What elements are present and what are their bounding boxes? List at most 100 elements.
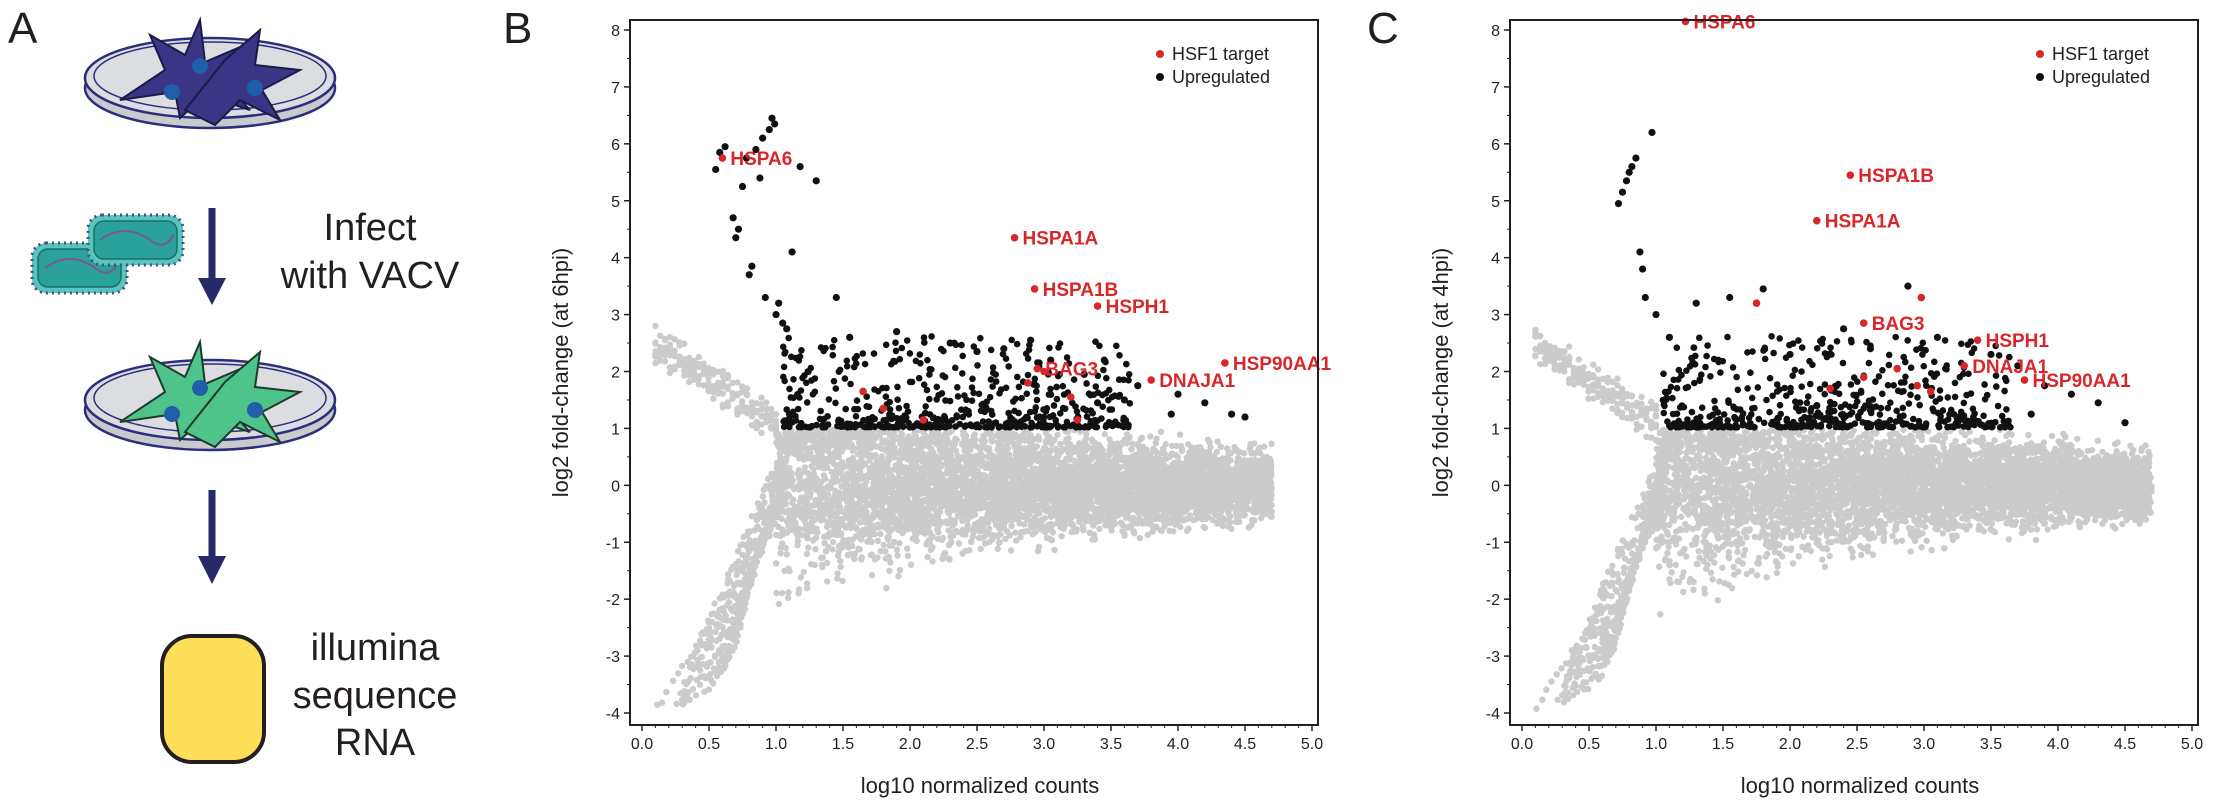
upregulated-point (2121, 419, 2129, 427)
hsf1-target-point (1859, 373, 1868, 381)
legend-label: HSF1 target (2052, 44, 2149, 64)
y-tick-label: 7 (611, 80, 620, 97)
upregulated-point (712, 165, 720, 174)
gene-label: BAG3 (1872, 314, 1925, 335)
upregulated-point (1094, 399, 1102, 407)
y-tick-label: -2 (1486, 592, 1500, 609)
upregulated-point (1167, 410, 1175, 418)
x-tick-label: 2.5 (966, 736, 988, 753)
y-tick-label: 8 (611, 23, 620, 40)
upregulated-point (1632, 154, 1640, 162)
infect-label: Infect with VACV (270, 205, 470, 300)
y-tick-label: 2 (1491, 365, 1500, 382)
axes-b: -4 -3 -2 -1 0 1 2 3 4 5 6 7 8 0.0 0.5 1.0 1.5 2.0 2.5 3.0 3.… (548, 19, 1323, 798)
y-tick-label: 6 (611, 137, 620, 154)
hsf1-target-point (1073, 416, 1082, 424)
upregulated-point (1628, 163, 1636, 171)
hsf1-target-point (1681, 17, 1690, 26)
nucleus-icon (192, 380, 208, 396)
upregulated-point (1726, 293, 1734, 302)
upregulated-point (1201, 399, 1209, 407)
petri-dish-infected (83, 338, 337, 452)
gene-label: HSPA1A (1023, 229, 1099, 250)
x-tick-label: 1.0 (765, 736, 787, 753)
scatter-plot-c: HSPA6 HSPA1B HSPA1A BAG3 HSPH1 DNAJA1HSP90AA1… (1428, 12, 2203, 798)
hsf1-target-point (1010, 233, 1019, 242)
legend-label: Upregulated (2052, 67, 2150, 87)
hsf1-target-point (1221, 359, 1229, 367)
upregulated-points-cloud (779, 333, 1134, 431)
hsf1-target-point (1917, 293, 1926, 302)
gene-label: HSP90AA1 (2033, 371, 2132, 392)
background-points (1532, 326, 2155, 712)
hsf1-target-point (1024, 379, 1032, 387)
gene-label: HSPH1 (1986, 331, 2050, 352)
y-tick-label: 4 (611, 251, 620, 268)
gene-label: HSPA1B (1858, 166, 1934, 187)
upregulated-point (783, 325, 791, 333)
y-axis-label: log2 fold-change (at 4hpi) (1428, 248, 1453, 498)
upregulated-point (1027, 336, 1035, 344)
y-tick-label: 3 (611, 308, 620, 325)
hsf1-target-point (1033, 364, 1042, 373)
upregulated-point (721, 143, 729, 151)
x-tick-label: 0.0 (631, 736, 653, 753)
workflow-diagram (30, 16, 337, 764)
gene-label: DNAJA1 (1972, 357, 2048, 378)
hsf1-target-point (919, 416, 928, 424)
x-tick-label: 5.0 (1301, 736, 1323, 753)
hsf1-target-point (1973, 336, 1982, 344)
upregulated-point (1000, 345, 1008, 353)
gene-label: BAG3 (1045, 360, 1098, 381)
x-tick-label: 3.0 (1033, 736, 1055, 753)
upregulated-point (752, 145, 760, 154)
upregulated-point (771, 120, 779, 128)
hsf1-target-point (1846, 171, 1855, 179)
upregulated-point (1241, 413, 1249, 421)
y-tick-label: 8 (1491, 23, 1500, 40)
upregulated-point (1174, 390, 1182, 398)
upregulated-point (748, 262, 756, 270)
panel-letter-b: B (503, 4, 533, 53)
sequence-label-line1: illumina (310, 627, 440, 669)
upregulated-point (775, 299, 783, 307)
upregulated-point (772, 310, 780, 319)
sequencer-icon (160, 634, 266, 764)
gene-label: DNAJA1 (1159, 371, 1235, 392)
gene-label: HSPA6 (1693, 12, 1755, 33)
y-axis-label: log2 fold-change (at 6hpi) (548, 248, 573, 498)
upregulated-point (742, 154, 751, 162)
sequence-label: illumina sequence RNA (285, 625, 465, 768)
upregulated-point (1641, 293, 1649, 302)
upregulated-point (1100, 356, 1108, 364)
background-points-c (1532, 326, 2155, 712)
upregulated-point (745, 271, 753, 279)
y-tick-label: -3 (1486, 649, 1500, 666)
y-tick-label: 4 (1491, 251, 1500, 268)
upregulated-point (1786, 350, 1794, 359)
upregulated-point (1047, 356, 1055, 364)
y-tick-label: -2 (606, 592, 620, 609)
upregulated-point (1622, 177, 1631, 185)
x-tick-label: 3.0 (1913, 736, 1935, 753)
gene-label: HSPA1B (1043, 280, 1119, 301)
legend-marker (1156, 73, 1164, 81)
y-tick-label: 3 (1491, 308, 1500, 325)
upregulated-point (1840, 325, 1848, 333)
cells-uninfected (119, 16, 304, 127)
y-tick-label: 6 (1491, 137, 1500, 154)
upregulated-point (2014, 362, 2022, 370)
upregulated-point (1692, 299, 1700, 307)
hsf1-target-point (2020, 376, 2029, 384)
arrow-down-icon (198, 208, 226, 305)
y-tick-label: 5 (611, 194, 620, 211)
nucleus-icon (247, 402, 263, 418)
hsf1-target-point (1030, 285, 1039, 293)
hsf1-target-point (1040, 367, 1048, 376)
legend-marker (1156, 50, 1164, 58)
upregulated-point (1652, 310, 1660, 319)
upregulated-point (893, 328, 901, 336)
panel-letter-c: C (1367, 4, 1399, 53)
y-tick-label: 0 (1491, 478, 1500, 495)
x-axis-label: log10 normalized counts (1741, 773, 1979, 798)
